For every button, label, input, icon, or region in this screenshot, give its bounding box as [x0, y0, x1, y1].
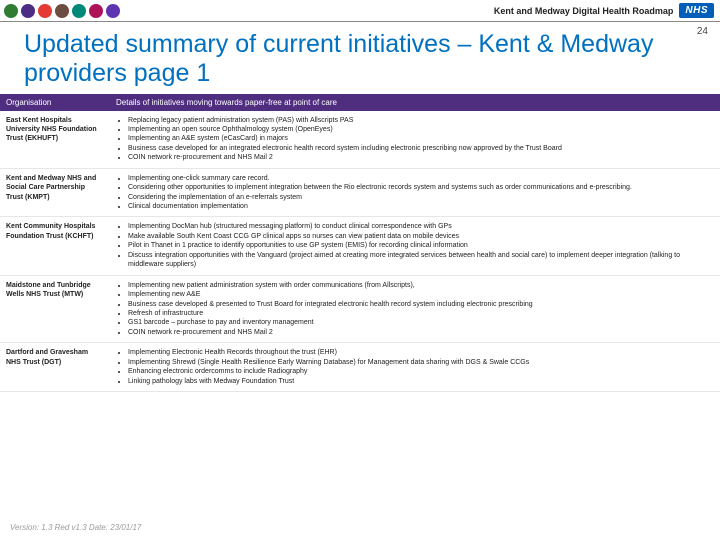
- page-title: Updated summary of current initiatives –…: [0, 22, 720, 94]
- header-icon-5: [89, 4, 103, 18]
- col-organisation: Organisation: [0, 94, 110, 111]
- table-row: Kent Community Hospitals Foundation Trus…: [0, 217, 720, 275]
- detail-item: Implementing new A&E: [128, 290, 714, 299]
- header-icon-2: [38, 4, 52, 18]
- detail-item: Pilot in Thanet in 1 practice to identif…: [128, 241, 714, 250]
- details-cell: Implementing one-click summary care reco…: [110, 168, 720, 217]
- table-row: Maidstone and Tunbridge Wells NHS Trust …: [0, 275, 720, 343]
- details-cell: Implementing Electronic Health Records t…: [110, 343, 720, 392]
- detail-item: Business case developed for an integrate…: [128, 144, 714, 153]
- detail-item: COIN network re-procurement and NHS Mail…: [128, 153, 714, 162]
- detail-item: Clinical documentation implementation: [128, 202, 714, 211]
- detail-item: Implementing new patient administration …: [128, 281, 714, 290]
- topbar-icons: [4, 4, 120, 18]
- detail-item: Refresh of infrastructure: [128, 309, 714, 318]
- table-row: East Kent Hospitals University NHS Found…: [0, 111, 720, 169]
- page-number: 24: [697, 26, 708, 37]
- details-cell: Replacing legacy patient administration …: [110, 111, 720, 169]
- header-icon-1: [21, 4, 35, 18]
- header-icon-4: [72, 4, 86, 18]
- detail-item: Discuss integration opportunities with t…: [128, 251, 714, 270]
- detail-item: Implementing Electronic Health Records t…: [128, 348, 714, 357]
- detail-item: GS1 barcode – purchase to pay and invent…: [128, 318, 714, 327]
- org-cell: Maidstone and Tunbridge Wells NHS Trust …: [0, 275, 110, 343]
- org-cell: Dartford and Gravesham NHS Trust (DGT): [0, 343, 110, 392]
- detail-item: Considering other opportunities to imple…: [128, 183, 714, 192]
- header-icon-0: [4, 4, 18, 18]
- detail-item: Replacing legacy patient administration …: [128, 116, 714, 125]
- detail-item: Considering the implementation of an e-r…: [128, 193, 714, 202]
- detail-item: Enhancing electronic ordercomms to inclu…: [128, 367, 714, 376]
- detail-item: Implementing Shrewd (Single Health Resil…: [128, 358, 714, 367]
- org-cell: Kent Community Hospitals Foundation Trus…: [0, 217, 110, 275]
- footer-version: Version: 1.3 Red v1.3 Date: 23/01/17: [10, 523, 141, 532]
- topbar-right: Kent and Medway Digital Health Roadmap N…: [494, 3, 714, 18]
- details-cell: Implementing new patient administration …: [110, 275, 720, 343]
- table-row: Kent and Medway NHS and Social Care Part…: [0, 168, 720, 217]
- topbar: Kent and Medway Digital Health Roadmap N…: [0, 0, 720, 22]
- detail-item: Implementing one-click summary care reco…: [128, 174, 714, 183]
- detail-item: COIN network re-procurement and NHS Mail…: [128, 328, 714, 337]
- org-cell: East Kent Hospitals University NHS Found…: [0, 111, 110, 169]
- initiatives-table: Organisation Details of initiatives movi…: [0, 94, 720, 393]
- nhs-badge: NHS: [679, 3, 714, 18]
- org-cell: Kent and Medway NHS and Social Care Part…: [0, 168, 110, 217]
- header-icon-3: [55, 4, 69, 18]
- detail-item: Implementing an A&E system (eCasCard) in…: [128, 134, 714, 143]
- details-cell: Implementing DocMan hub (structured mess…: [110, 217, 720, 275]
- detail-item: Business case developed & presented to T…: [128, 300, 714, 309]
- detail-item: Make available South Kent Coast CCG GP c…: [128, 232, 714, 241]
- table-body: East Kent Hospitals University NHS Found…: [0, 111, 720, 392]
- roadmap-label: Kent and Medway Digital Health Roadmap: [494, 6, 674, 16]
- detail-item: Implementing an open source Ophthalmolog…: [128, 125, 714, 134]
- table-row: Dartford and Gravesham NHS Trust (DGT) Im…: [0, 343, 720, 392]
- col-details: Details of initiatives moving towards pa…: [110, 94, 720, 111]
- header-icon-6: [106, 4, 120, 18]
- detail-item: Linking pathology labs with Medway Found…: [128, 377, 714, 386]
- detail-item: Implementing DocMan hub (structured mess…: [128, 222, 714, 231]
